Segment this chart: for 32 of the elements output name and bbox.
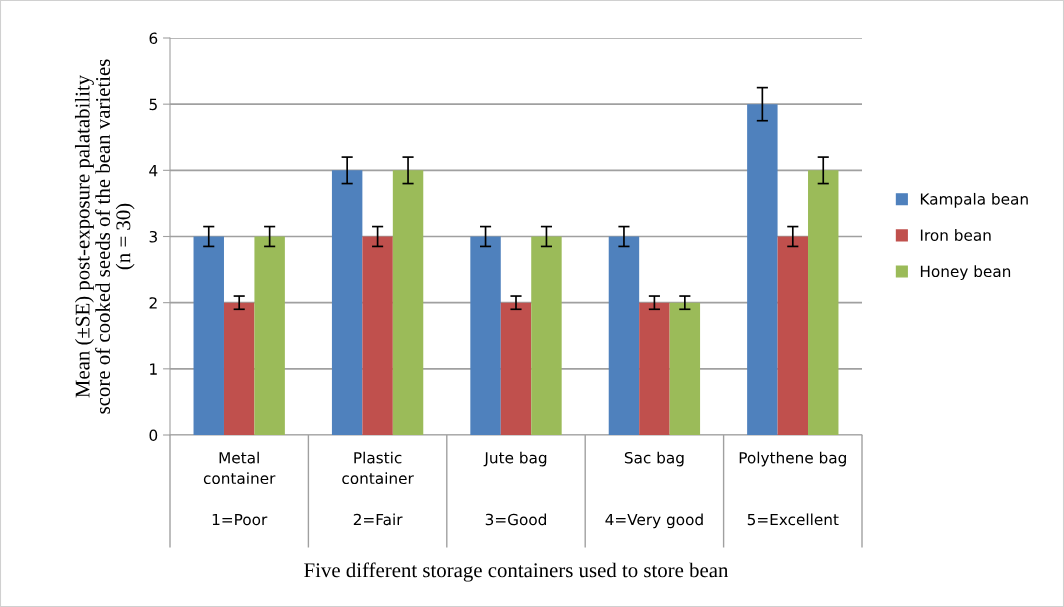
bar [669, 302, 701, 435]
bar [223, 302, 255, 435]
legend-label: Kampala bean [920, 192, 1028, 208]
bar [608, 236, 640, 435]
y-tick-label: 5 [149, 98, 157, 111]
y-tick-label: 6 [149, 32, 158, 45]
y-tick-label: 3 [149, 230, 157, 243]
bar [639, 302, 670, 435]
category-label: Sac bag 4=Very good [605, 451, 703, 529]
bar [392, 170, 424, 435]
legend-label: Iron bean [920, 229, 991, 241]
category-label: Plastic container 2=Fair [342, 451, 414, 526]
y-axis-title: Mean (±SE) post-exposure palatability score of cooked seeds of the bean varieties (n = 30) [74, 59, 135, 414]
y-tick-label: 1 [150, 363, 157, 375]
bar [808, 170, 839, 435]
y-tick-label: 0 [149, 429, 158, 442]
legend-label: Honey bean [920, 265, 1011, 281]
bar [254, 236, 285, 435]
category-label: Metal container 1=Poor [203, 451, 276, 526]
category-label: Jute bag 3=Good [483, 451, 547, 526]
y-tick-label: 2 [149, 297, 157, 309]
bar [470, 236, 501, 435]
bar [777, 236, 809, 435]
bar [531, 236, 562, 435]
bar [747, 104, 778, 435]
bar [500, 302, 532, 435]
bar [193, 236, 224, 435]
bar [362, 236, 393, 435]
text: Five different storage containers used to store bean [304, 562, 729, 582]
y-tick-label: 4 [149, 165, 158, 177]
bar [331, 170, 363, 435]
category-label: Polythene bag 5=Excellent [739, 451, 846, 526]
